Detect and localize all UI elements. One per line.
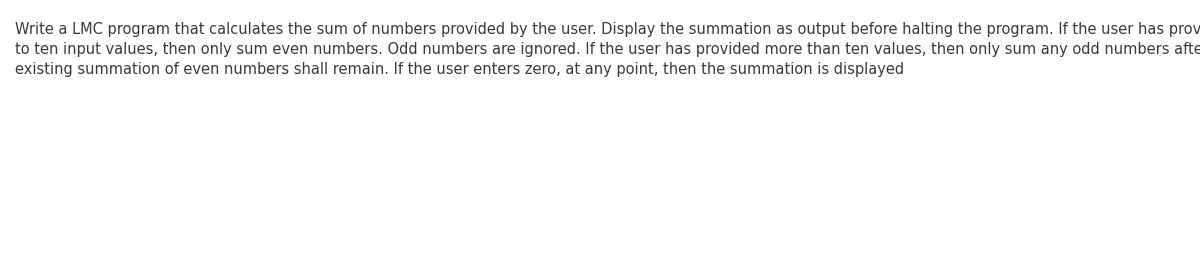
Text: to ten input values, then only sum even numbers. Odd numbers are ignored. If the: to ten input values, then only sum even … bbox=[14, 42, 1200, 57]
Text: Write a LMC program that calculates the sum of numbers provided by the user. Dis: Write a LMC program that calculates the … bbox=[14, 22, 1200, 37]
Text: existing summation of even numbers shall remain. If the user enters zero, at any: existing summation of even numbers shall… bbox=[14, 62, 904, 77]
